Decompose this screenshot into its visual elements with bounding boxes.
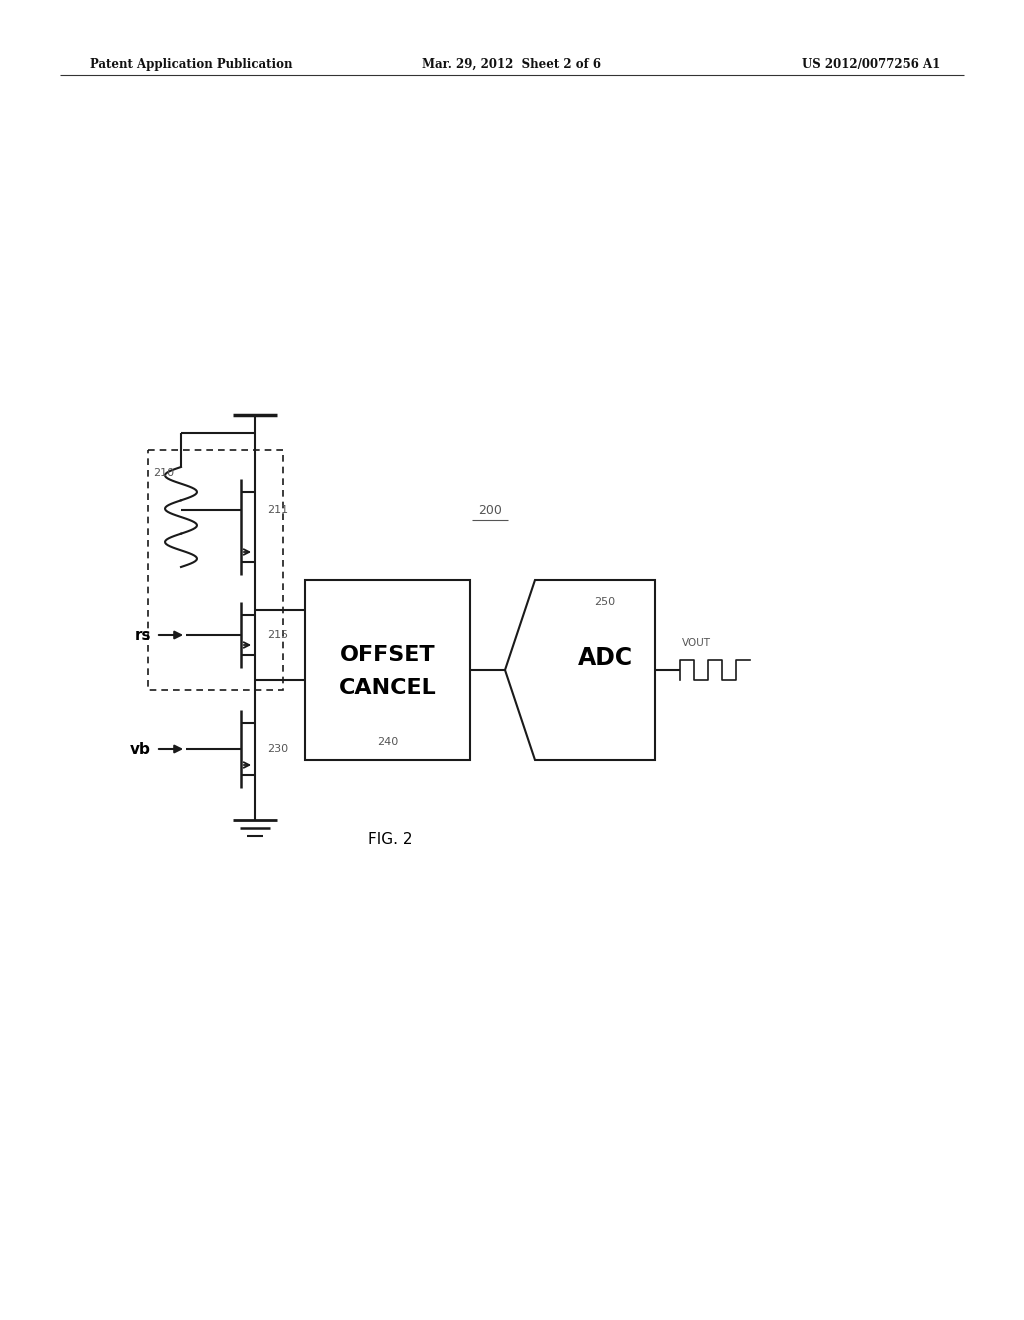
Text: 240: 240: [377, 737, 398, 747]
Text: OFFSET: OFFSET: [340, 645, 435, 665]
Bar: [305, 579, 470, 760]
Text: 210: 210: [153, 469, 174, 478]
Text: 211: 211: [267, 506, 288, 515]
Text: vb: vb: [130, 742, 151, 756]
Text: ADC: ADC: [578, 645, 633, 671]
Text: FIG. 2: FIG. 2: [368, 833, 413, 847]
Text: VOUT: VOUT: [682, 638, 711, 648]
Text: rs: rs: [134, 627, 151, 643]
Text: 200: 200: [478, 503, 502, 516]
Bar: [148, 450, 283, 690]
Text: US 2012/0077256 A1: US 2012/0077256 A1: [802, 58, 940, 71]
Polygon shape: [505, 579, 655, 760]
Text: 215: 215: [267, 630, 288, 640]
Text: Mar. 29, 2012  Sheet 2 of 6: Mar. 29, 2012 Sheet 2 of 6: [423, 58, 601, 71]
Text: CANCEL: CANCEL: [339, 678, 436, 698]
Text: 230: 230: [267, 744, 288, 754]
Text: Patent Application Publication: Patent Application Publication: [90, 58, 293, 71]
Text: 250: 250: [595, 597, 615, 607]
